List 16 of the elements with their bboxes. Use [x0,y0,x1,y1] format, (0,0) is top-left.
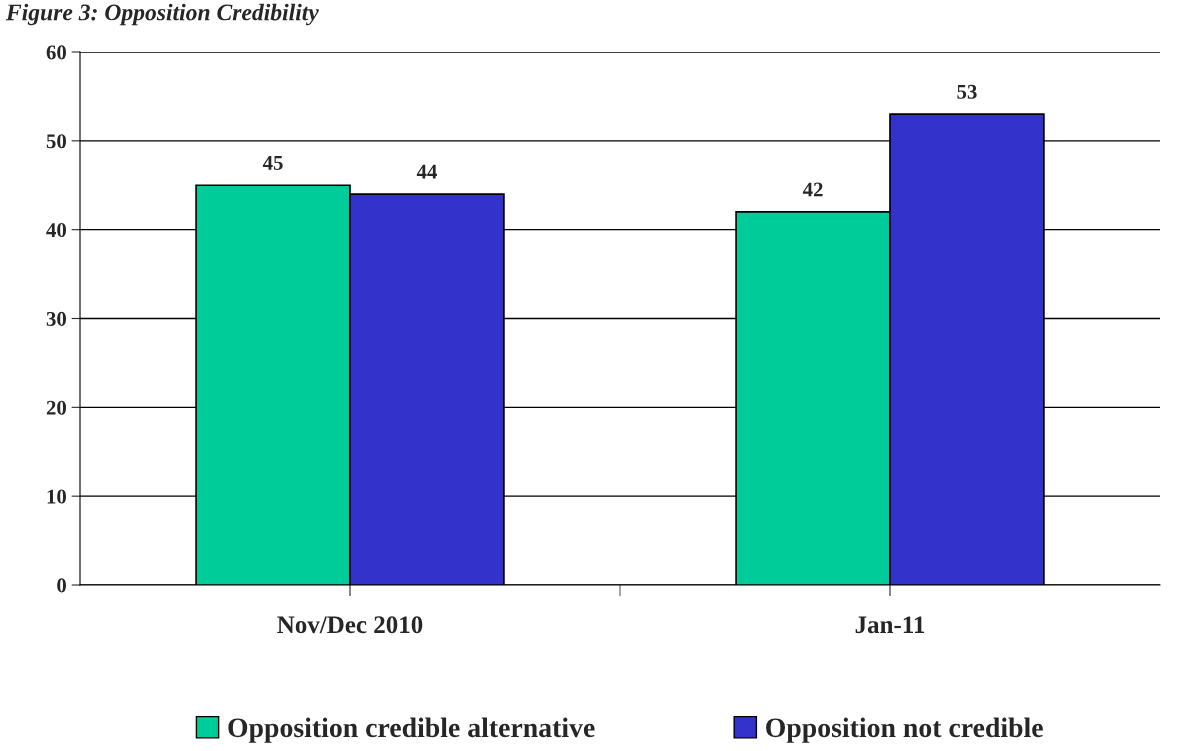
data-label: 45 [262,155,283,170]
y-tick-label: 40 [46,223,67,238]
legend-label: Opposition not credible [766,717,1043,743]
y-tick-label: 30 [46,311,67,326]
y-tick-label: 10 [47,489,67,504]
y-tick-label: 20 [46,400,67,415]
data-label: 53 [957,84,977,99]
data-label: 44 [416,164,437,179]
x-tick-label: Nov/Dec 2010 [277,616,423,634]
y-tick-label: 60 [46,45,67,60]
data-label: 42 [802,182,823,197]
y-tick-label: 0 [57,578,67,593]
legend-label: Opposition credible alternative [228,717,595,743]
y-tick-label: 50 [46,134,67,149]
chart-title: Figure 3: Opposition Credibility [5,3,319,26]
x-tick-label: Jan-11 [855,616,925,634]
